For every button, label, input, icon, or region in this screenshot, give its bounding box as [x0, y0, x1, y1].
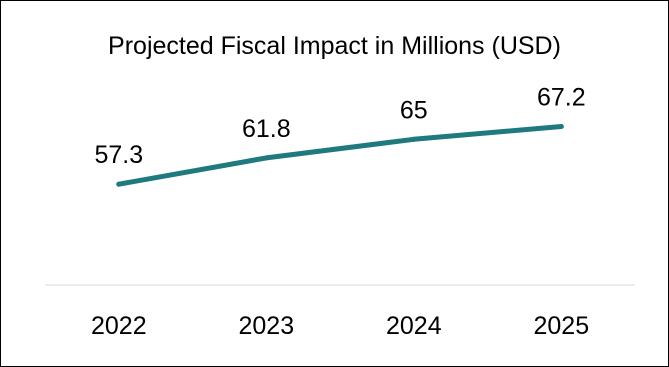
data-point-2022 — [116, 181, 122, 187]
x-tick-label-2024: 2024 — [386, 312, 442, 340]
data-point-2023 — [263, 155, 269, 161]
data-label-2022: 57.3 — [94, 141, 143, 169]
chart-title: Projected Fiscal Impact in Millions (USD… — [108, 32, 561, 60]
x-tick-label-2022: 2022 — [91, 312, 147, 340]
x-tick-layer: 2022 2023 2024 2025 — [91, 312, 589, 340]
data-label-layer: 57.3 61.8 65 67.2 — [94, 84, 585, 170]
data-point-2024 — [411, 136, 417, 142]
series-line — [116, 124, 564, 187]
data-point-2025 — [558, 124, 564, 129]
x-tick-label-2023: 2023 — [238, 312, 294, 340]
x-tick-label-2025: 2025 — [533, 312, 589, 340]
data-label-2023: 61.8 — [242, 115, 291, 143]
data-label-2024: 65 — [400, 96, 428, 124]
data-label-2025: 67.2 — [537, 84, 586, 112]
series-layer — [116, 124, 564, 187]
